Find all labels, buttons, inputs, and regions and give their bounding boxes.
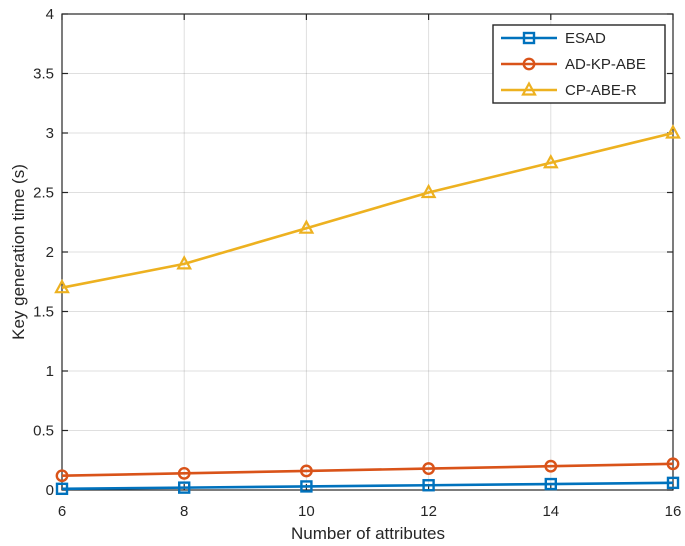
y-tick-label: 3.5 — [33, 66, 54, 83]
y-tick-label: 1.5 — [33, 304, 54, 321]
y-tick-label: 0.5 — [33, 423, 54, 440]
x-axis-label: Number of attributes — [290, 524, 446, 543]
y-tick-label: 4 — [46, 6, 54, 23]
x-tick-label: 16 — [665, 503, 682, 520]
series-ESAD-marker-square — [666, 476, 680, 490]
series-CP-ABE-R-marker-triangle — [298, 219, 315, 234]
legend-label-AD-KP-ABE: AD-KP-ABE — [565, 56, 646, 73]
legend-label-CP-ABE-R: CP-ABE-R — [565, 82, 637, 99]
series-line-CP-ABE-R — [61, 131, 674, 289]
y-tick-label: 2 — [46, 244, 54, 261]
series-ESAD-marker-square — [544, 477, 557, 491]
series-line-ESAD — [61, 481, 674, 491]
series-AD-KP-ABE-marker-circle — [422, 462, 435, 475]
series-ESAD-marker-square — [422, 479, 435, 492]
y-tick-label: 2.5 — [33, 185, 54, 202]
x-tick-label: 10 — [298, 503, 315, 520]
series-CP-ABE-R-marker-triangle — [54, 278, 70, 294]
legend-label-ESAD: ESAD — [565, 30, 606, 47]
series-AD-KP-ABE-marker-circle — [544, 459, 558, 473]
legend-CP-ABE-R-marker-triangle — [521, 81, 537, 96]
series-AD-KP-ABE-marker-circle — [55, 469, 69, 483]
x-tick-label: 14 — [542, 503, 559, 520]
x-tick-label: 12 — [420, 503, 437, 520]
series-ESAD-marker-square — [300, 480, 313, 493]
series-CP-ABE-R-marker-triangle — [542, 153, 559, 169]
series-AD-KP-ABE-marker-circle — [299, 464, 313, 478]
legend-AD-KP-ABE-marker-circle — [522, 57, 536, 71]
series-CP-ABE-R-marker-triangle — [665, 124, 681, 139]
x-tick-label: 6 — [58, 503, 66, 520]
series-CP-ABE-R-marker-triangle — [176, 255, 193, 270]
y-tick-label: 3 — [46, 125, 54, 142]
y-tick-label: 0 — [46, 482, 54, 499]
x-tick-label: 8 — [180, 503, 188, 520]
series-ESAD-marker-square — [55, 482, 69, 496]
y-axis-label: Key generation time (s) — [9, 164, 28, 340]
legend-ESAD-marker-square — [522, 31, 536, 45]
series-line-AD-KP-ABE — [61, 462, 674, 478]
series-AD-KP-ABE-marker-circle — [177, 466, 191, 480]
series-CP-ABE-R-marker-triangle — [420, 183, 437, 199]
series-ESAD-marker-square — [177, 481, 191, 494]
series-AD-KP-ABE-marker-circle — [666, 457, 680, 471]
y-tick-label: 1 — [46, 363, 54, 380]
